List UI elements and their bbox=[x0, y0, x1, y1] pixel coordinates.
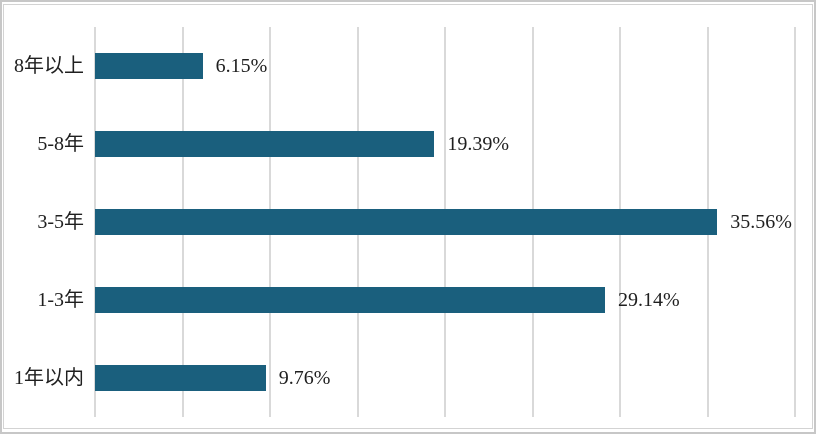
bar-row: 35.56% bbox=[95, 183, 795, 261]
bar-row: 9.76% bbox=[95, 339, 795, 417]
bar bbox=[95, 287, 605, 313]
plot-area: 6.15% 19.39% 35.56% 29.14% 9.76% bbox=[94, 27, 796, 417]
chart-frame: 8年以上 5-8年 3-5年 1-3年 1年以内 6.15% 19.39% 35.56% 29… bbox=[3, 4, 813, 429]
bar bbox=[95, 131, 435, 157]
bar bbox=[95, 365, 266, 391]
bar-row: 19.39% bbox=[95, 105, 795, 183]
value-label: 9.76% bbox=[278, 367, 331, 389]
category-label: 1年以内 bbox=[14, 367, 84, 389]
bar-row: 6.15% bbox=[95, 27, 795, 105]
category-axis: 8年以上 5-8年 3-5年 1-3年 1年以内 bbox=[12, 27, 84, 417]
gridline bbox=[794, 27, 796, 417]
category-label: 8年以上 bbox=[14, 55, 84, 77]
category-label: 5-8年 bbox=[37, 133, 84, 155]
bars-layer: 6.15% 19.39% 35.56% 29.14% 9.76% bbox=[95, 27, 795, 417]
value-label: 19.39% bbox=[447, 133, 509, 155]
category-label: 3-5年 bbox=[37, 211, 84, 233]
value-label: 6.15% bbox=[215, 55, 268, 77]
value-label: 35.56% bbox=[730, 211, 792, 233]
bar-row: 29.14% bbox=[95, 261, 795, 339]
bar bbox=[95, 53, 203, 79]
bar bbox=[95, 209, 718, 235]
category-label: 1-3年 bbox=[37, 289, 84, 311]
value-label: 29.14% bbox=[617, 289, 680, 311]
